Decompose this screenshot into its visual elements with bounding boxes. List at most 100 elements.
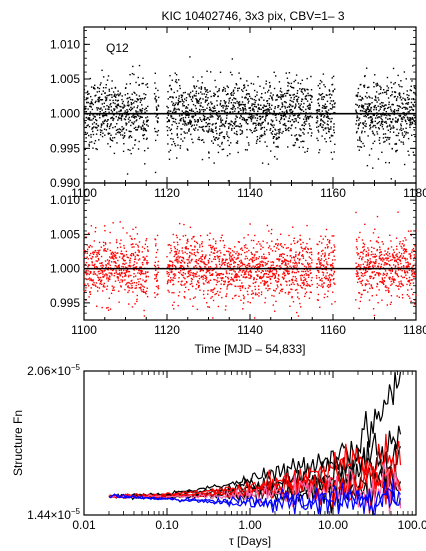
data-point (131, 99, 134, 101)
data-point (193, 252, 196, 254)
data-point (195, 283, 198, 286)
data-point (222, 148, 225, 150)
data-point (279, 258, 281, 261)
data-point (276, 95, 278, 97)
data-point (192, 141, 194, 144)
data-point (168, 265, 170, 268)
data-point (385, 253, 388, 255)
data-point (403, 248, 405, 250)
data-point (321, 107, 324, 109)
data-point (199, 270, 201, 272)
data-point (364, 120, 366, 122)
data-point (198, 108, 201, 111)
data-point (181, 110, 184, 112)
data-point (309, 251, 311, 254)
data-point (395, 134, 397, 137)
data-point (200, 86, 203, 88)
data-point (211, 131, 214, 133)
data-point (383, 262, 386, 264)
data-point (383, 89, 385, 91)
data-point (95, 94, 97, 97)
data-point (356, 130, 358, 133)
data-point (302, 270, 305, 273)
data-point (218, 110, 220, 113)
data-point (257, 104, 260, 106)
data-point (370, 106, 373, 109)
data-point (270, 270, 272, 273)
data-point (325, 258, 327, 260)
data-point (154, 98, 156, 100)
data-point (304, 292, 307, 295)
data-point (296, 92, 299, 94)
data-point (301, 98, 304, 101)
data-point (384, 270, 387, 272)
data-point (264, 120, 266, 122)
data-point (281, 106, 283, 108)
data-point (408, 119, 410, 121)
data-point (187, 123, 189, 125)
data-point (256, 135, 259, 138)
data-point (259, 243, 261, 245)
data-point (238, 126, 241, 128)
data-point (366, 279, 368, 281)
data-point (132, 253, 134, 255)
data-point (277, 277, 279, 280)
x-axis-label: Time [MJD – 54,833] (195, 342, 306, 356)
data-point (187, 116, 190, 118)
data-point (193, 240, 196, 242)
data-point (379, 281, 381, 283)
data-point (244, 103, 246, 106)
data-point (306, 77, 308, 80)
data-point (361, 284, 363, 286)
data-point (135, 111, 137, 113)
data-point (276, 244, 279, 247)
data-point (157, 285, 160, 287)
data-point (182, 235, 185, 237)
data-point (209, 274, 211, 277)
data-point (89, 244, 92, 247)
data-point (96, 253, 98, 256)
data-point (182, 140, 184, 142)
data-point (360, 99, 362, 102)
data-point (232, 104, 235, 107)
data-point (118, 301, 120, 303)
data-point (289, 85, 292, 88)
data-point (235, 279, 238, 281)
data-point (372, 265, 374, 268)
data-point (327, 290, 329, 292)
data-point (388, 269, 390, 271)
data-point (182, 266, 185, 268)
data-point (265, 273, 268, 275)
data-point (411, 271, 413, 273)
data-point (101, 271, 104, 273)
data-point (141, 128, 143, 130)
data-point (115, 96, 117, 98)
data-point (330, 128, 332, 130)
data-point (122, 279, 124, 281)
data-point (223, 105, 225, 107)
data-point (278, 292, 281, 294)
data-point (307, 248, 310, 251)
data-point (91, 108, 94, 111)
data-point (318, 257, 320, 259)
data-point (136, 107, 138, 109)
data-point (215, 265, 218, 267)
data-point (290, 288, 292, 290)
data-point (155, 251, 158, 254)
data-point (333, 270, 336, 273)
data-point (143, 273, 145, 275)
data-point (190, 98, 193, 101)
data-point (100, 246, 103, 248)
data-point (213, 287, 216, 289)
data-point (362, 85, 365, 87)
data-point (390, 86, 393, 89)
data-point (89, 114, 91, 117)
data-point (188, 129, 190, 131)
data-point (387, 136, 389, 139)
data-point (109, 137, 111, 139)
data-point (397, 211, 399, 213)
data-point (135, 282, 138, 284)
data-point (179, 145, 182, 147)
data-point (409, 126, 411, 129)
data-point (405, 248, 408, 251)
